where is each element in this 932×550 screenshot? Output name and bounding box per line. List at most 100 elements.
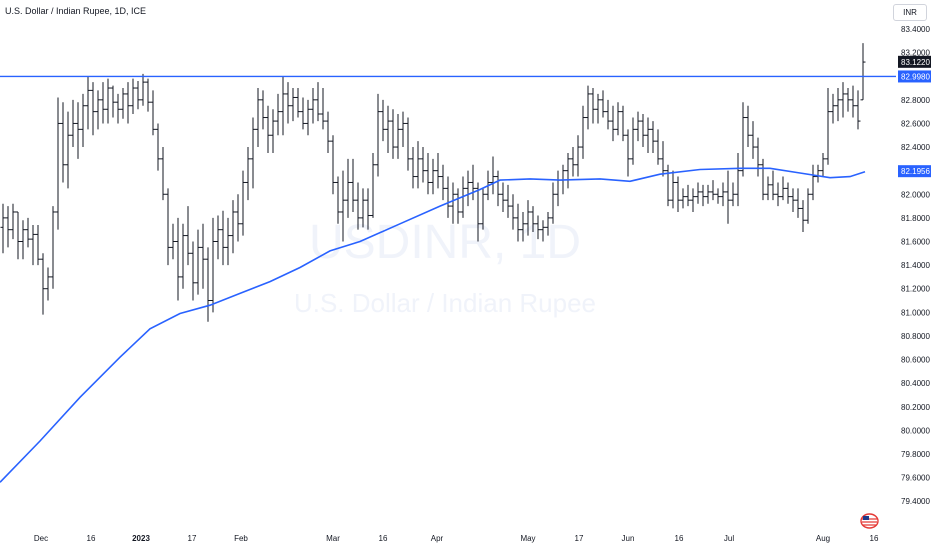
ohlc-bar bbox=[720, 182, 726, 207]
ohlc-bar bbox=[290, 88, 296, 122]
x-tick-label: 16 bbox=[379, 534, 388, 543]
y-tick-label: 83.2000 bbox=[901, 49, 930, 58]
ohlc-bar bbox=[165, 188, 171, 266]
ohlc-bar bbox=[530, 206, 536, 233]
y-tick-label: 81.0000 bbox=[901, 308, 930, 317]
price-label-last: 83.1220 bbox=[898, 55, 931, 68]
ohlc-bar bbox=[700, 184, 706, 207]
ohlc-bar bbox=[60, 102, 66, 183]
ohlc-bar bbox=[170, 223, 176, 260]
price-axis[interactable]: 83.400083.200082.800082.600082.400082.20… bbox=[901, 25, 930, 506]
ohlc-bar bbox=[115, 93, 121, 124]
ohlc-bar bbox=[435, 152, 441, 189]
ohlc-bar bbox=[810, 164, 816, 201]
ohlc-bar bbox=[685, 184, 691, 207]
x-tick-label: Jul bbox=[724, 534, 734, 543]
ohlc-bar bbox=[80, 93, 86, 148]
ohlc-bar bbox=[640, 113, 646, 148]
ohlc-bar bbox=[450, 182, 456, 224]
ohlc-bar bbox=[345, 158, 351, 218]
ohlc-bar bbox=[800, 200, 806, 233]
ohlc-bar bbox=[20, 220, 26, 260]
x-tick-label: Feb bbox=[234, 534, 248, 543]
ohlc-bar bbox=[610, 105, 616, 142]
y-tick-label: 81.4000 bbox=[901, 261, 930, 270]
ohlc-bar bbox=[50, 206, 56, 289]
ohlc-bar bbox=[440, 164, 446, 201]
price-label-text: 82.1956 bbox=[901, 167, 930, 176]
ohlc-bar bbox=[120, 88, 126, 119]
x-tick-label: Aug bbox=[816, 534, 830, 543]
ohlc-bar bbox=[615, 102, 621, 136]
price-label-level: 82.9980 bbox=[898, 70, 931, 83]
ohlc-bar bbox=[140, 73, 146, 106]
y-tick-label: 82.8000 bbox=[901, 96, 930, 105]
ohlc-bar bbox=[840, 82, 846, 118]
ohlc-bar bbox=[785, 182, 791, 204]
ohlc-bar bbox=[715, 188, 721, 204]
ohlc-bar bbox=[540, 220, 546, 242]
ohlc-bar bbox=[195, 229, 201, 295]
ohlc-bar bbox=[740, 102, 746, 177]
y-tick-label: 79.8000 bbox=[901, 450, 930, 459]
ohlc-bar bbox=[375, 93, 381, 177]
ohlc-bar bbox=[575, 135, 581, 177]
ohlc-bar bbox=[760, 158, 766, 201]
ohlc-bar bbox=[665, 164, 671, 207]
ohlc-bar bbox=[570, 147, 576, 177]
moving-average-line bbox=[0, 167, 866, 483]
x-tick-label: 16 bbox=[675, 534, 684, 543]
ohlc-bar bbox=[580, 105, 586, 159]
ohlc-bar bbox=[590, 88, 596, 124]
ohlc-bar bbox=[555, 170, 561, 207]
ohlc-bar bbox=[0, 203, 6, 254]
ohlc-bar bbox=[805, 188, 811, 224]
ohlc-bar bbox=[735, 152, 741, 207]
ohlc-bar bbox=[405, 117, 411, 171]
y-tick-label: 82.6000 bbox=[901, 119, 930, 128]
x-tick-label: 2023 bbox=[132, 534, 150, 543]
x-tick-label: Mar bbox=[326, 534, 340, 543]
ohlc-bar bbox=[135, 80, 141, 110]
ohlc-bar bbox=[420, 147, 426, 183]
y-tick-label: 80.2000 bbox=[901, 403, 930, 412]
time-axis[interactable]: Dec 16 2023 17 Feb Mar 16 Apr May 17 Jun 16 Jul Aug 16 bbox=[34, 534, 879, 543]
ohlc-bar bbox=[835, 88, 841, 122]
ohlc-bar bbox=[505, 184, 511, 218]
ohlc-bar bbox=[175, 217, 181, 301]
ohlc-bar bbox=[600, 90, 606, 118]
ohlc-bar bbox=[860, 43, 866, 101]
ohlc-bar bbox=[725, 170, 731, 224]
ohlc-bar bbox=[620, 105, 626, 142]
x-tick-label: Dec bbox=[34, 534, 48, 543]
ohlc-bar bbox=[145, 78, 151, 112]
x-tick-label: May bbox=[520, 534, 535, 543]
ohlc-bar bbox=[265, 105, 271, 153]
ohlc-bar bbox=[765, 176, 771, 201]
ohlc-bar bbox=[825, 88, 831, 165]
ohlc-bar bbox=[155, 123, 161, 171]
ohlc-bar bbox=[280, 76, 286, 136]
ohlc-bar bbox=[445, 176, 451, 218]
ohlc-bar bbox=[210, 217, 216, 313]
ohlc-bar bbox=[695, 182, 701, 204]
ohlc-bar bbox=[710, 180, 716, 201]
ohlc-bar bbox=[565, 152, 571, 189]
ohlc-bar bbox=[820, 152, 826, 177]
price-label-ma: 82.1956 bbox=[898, 165, 931, 178]
ohlc-bar bbox=[855, 90, 861, 130]
ohlc-bar bbox=[795, 188, 801, 218]
ohlc-bar bbox=[275, 93, 281, 136]
ohlc-bar bbox=[95, 90, 101, 130]
ohlc-bar bbox=[70, 99, 76, 148]
ohlc-bar bbox=[625, 129, 631, 177]
ohlc-bar bbox=[595, 93, 601, 124]
ohlc-bar bbox=[5, 206, 11, 248]
currency-button[interactable]: INR bbox=[893, 4, 927, 21]
ohlc-bar bbox=[730, 182, 736, 207]
ohlc-bar bbox=[650, 121, 656, 153]
ohlc-bar bbox=[645, 117, 651, 153]
ohlc-bar bbox=[260, 90, 266, 130]
